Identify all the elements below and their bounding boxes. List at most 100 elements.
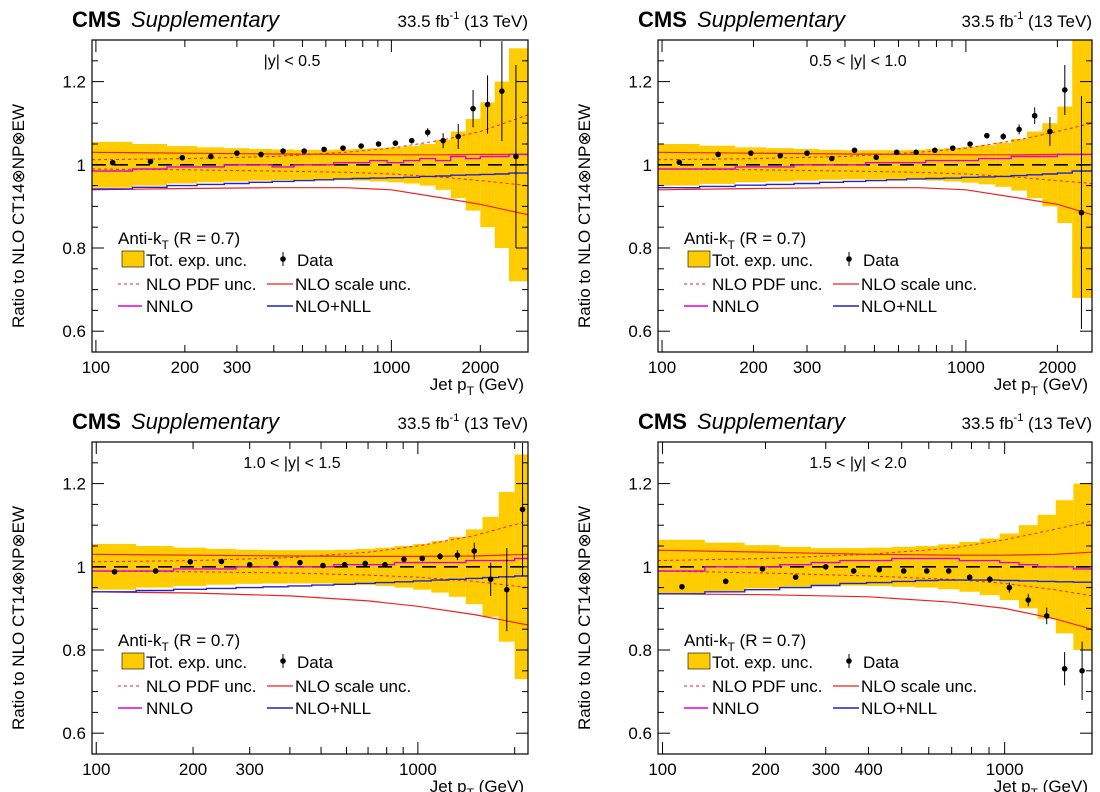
data-point	[987, 576, 993, 583]
data-point	[1061, 665, 1068, 672]
x-axis-label: Jet pT (GeV)	[430, 375, 524, 398]
legend-label-nll: NLO+NLL	[861, 699, 937, 718]
legend-title-sub: T	[727, 238, 735, 252]
experiment-name: CMS	[638, 409, 687, 434]
rapidity-region-label: 1.0 < |y| < 1.5	[243, 455, 340, 472]
x-axis-label-main: Jet p	[430, 375, 467, 394]
data-point	[913, 149, 919, 156]
pdf-unc-up-line	[658, 520, 1092, 562]
legend-swatch-data	[846, 256, 852, 262]
data-point	[419, 555, 426, 562]
y-tick-label: 0.8	[62, 641, 86, 660]
x-tick-label: 200	[179, 760, 207, 779]
plot-frame	[91, 441, 529, 755]
data-point	[1062, 87, 1068, 93]
data-point	[455, 133, 462, 140]
exp-unc-bin	[272, 149, 294, 181]
x-tick-label: 300	[812, 760, 840, 779]
experiment-header: CMS Supplementary	[72, 409, 281, 434]
x-axis-label-main: Jet p	[994, 375, 1031, 394]
x-axis-label-sub: T	[467, 786, 475, 792]
data-point	[258, 151, 264, 158]
legend-swatch-exp-unc	[687, 250, 711, 268]
x-axis-unit: (GeV)	[474, 375, 524, 394]
exp-unc-bin	[999, 533, 1019, 601]
y-axis-label: Ratio to NLO CT14⊗NP⊗EW	[9, 104, 28, 328]
exp-unc-bin	[1042, 123, 1058, 207]
x-axis-label-sub: T	[467, 384, 475, 398]
x-axis-label-main: Jet p	[430, 777, 467, 792]
legend-label-pdf: NLO PDF unc.	[146, 677, 257, 696]
x-tick-label: 300	[793, 358, 821, 377]
data-point	[246, 561, 253, 568]
data-point	[923, 568, 930, 574]
x-tick-label: 100	[648, 358, 676, 377]
nnlo-line	[92, 153, 528, 172]
legend-title-main: Anti-k	[684, 229, 728, 248]
legend-label-nnlo: NNLO	[146, 297, 193, 316]
x-tick-label: 1000	[947, 358, 985, 377]
scale-unc-down-line	[92, 591, 528, 626]
y-tick-label: 1	[77, 558, 86, 577]
y-tick-label: 1.2	[62, 475, 86, 494]
pdf-unc-down-line	[92, 168, 528, 187]
data-point	[966, 574, 973, 580]
legend-label-pdf: NLO PDF unc.	[712, 677, 823, 696]
nlo-nll-line	[92, 172, 528, 190]
nlo-nll-line	[658, 170, 1092, 189]
data-point	[1043, 613, 1050, 619]
legend-label-data: Data	[863, 251, 899, 270]
legend-label-pdf: NLO PDF unc.	[712, 275, 823, 294]
data-point	[109, 159, 116, 166]
experiment-header: CMS Supplementary	[638, 409, 847, 434]
y-axis-label: Ratio to NLO CT14⊗NP⊗EW	[575, 104, 594, 328]
y-tick-label: 1	[643, 558, 652, 577]
y-tick-label: 0.6	[628, 724, 652, 743]
legend-label-data: Data	[297, 653, 333, 672]
rapidity-region-label: 0.5 < |y| < 1.0	[809, 53, 906, 70]
legend-title-sub: T	[727, 640, 735, 654]
legend-swatch-data	[280, 256, 286, 262]
plot-area	[92, 41, 528, 282]
x-axis-unit: (GeV)	[1038, 375, 1088, 394]
legend-swatch-data	[280, 658, 286, 664]
legend-label-scale: NLO scale unc.	[861, 275, 977, 294]
x-tick-label: 1000	[372, 358, 410, 377]
legend-label-nnlo: NNLO	[712, 699, 759, 718]
lumi-exponent: -1	[1014, 412, 1024, 424]
data-point	[301, 148, 308, 154]
legend-title: Anti-kT (R = 0.7)	[684, 229, 806, 252]
legend-label-scale: NLO scale unc.	[295, 677, 411, 696]
luminosity-label: 33.5 fb-1 (13 TeV)	[962, 412, 1092, 433]
data-point	[362, 560, 369, 567]
data-point	[984, 132, 990, 139]
legend-label-data: Data	[297, 251, 333, 270]
nlo-nll-line	[658, 579, 1092, 595]
x-axis-label-main: Jet p	[994, 777, 1031, 792]
data-point	[382, 561, 388, 568]
x-tick-label: 300	[236, 760, 264, 779]
legend-label-nll: NLO+NLL	[861, 297, 937, 316]
rapidity-region-label: 1.5 < |y| < 2.0	[809, 455, 906, 472]
experiment-header: CMS Supplementary	[638, 7, 847, 32]
data-point	[949, 145, 956, 151]
data-point	[822, 564, 829, 570]
x-tick-label: 1000	[986, 760, 1024, 779]
scale-unc-down-line	[92, 187, 528, 216]
pdf-unc-up-line	[92, 520, 528, 563]
pdf-unc-down-line	[658, 168, 1092, 184]
lumi-value: 33.5 fb	[962, 414, 1014, 433]
data-point	[471, 548, 478, 554]
lumi-value: 33.5 fb	[398, 12, 450, 31]
x-axis-label: Jet pT (GeV)	[994, 375, 1088, 398]
legend-swatch-data	[846, 658, 852, 664]
legend-label-exp-unc: Tot. exp. unc.	[712, 653, 813, 672]
plot-frame	[91, 39, 529, 353]
data-point	[850, 568, 857, 574]
experiment-name: CMS	[72, 409, 121, 434]
rapidity-region-label: |y| < 0.5	[264, 53, 321, 70]
data-point	[297, 559, 303, 566]
nnlo-line	[658, 153, 1092, 170]
data-point	[676, 159, 683, 166]
